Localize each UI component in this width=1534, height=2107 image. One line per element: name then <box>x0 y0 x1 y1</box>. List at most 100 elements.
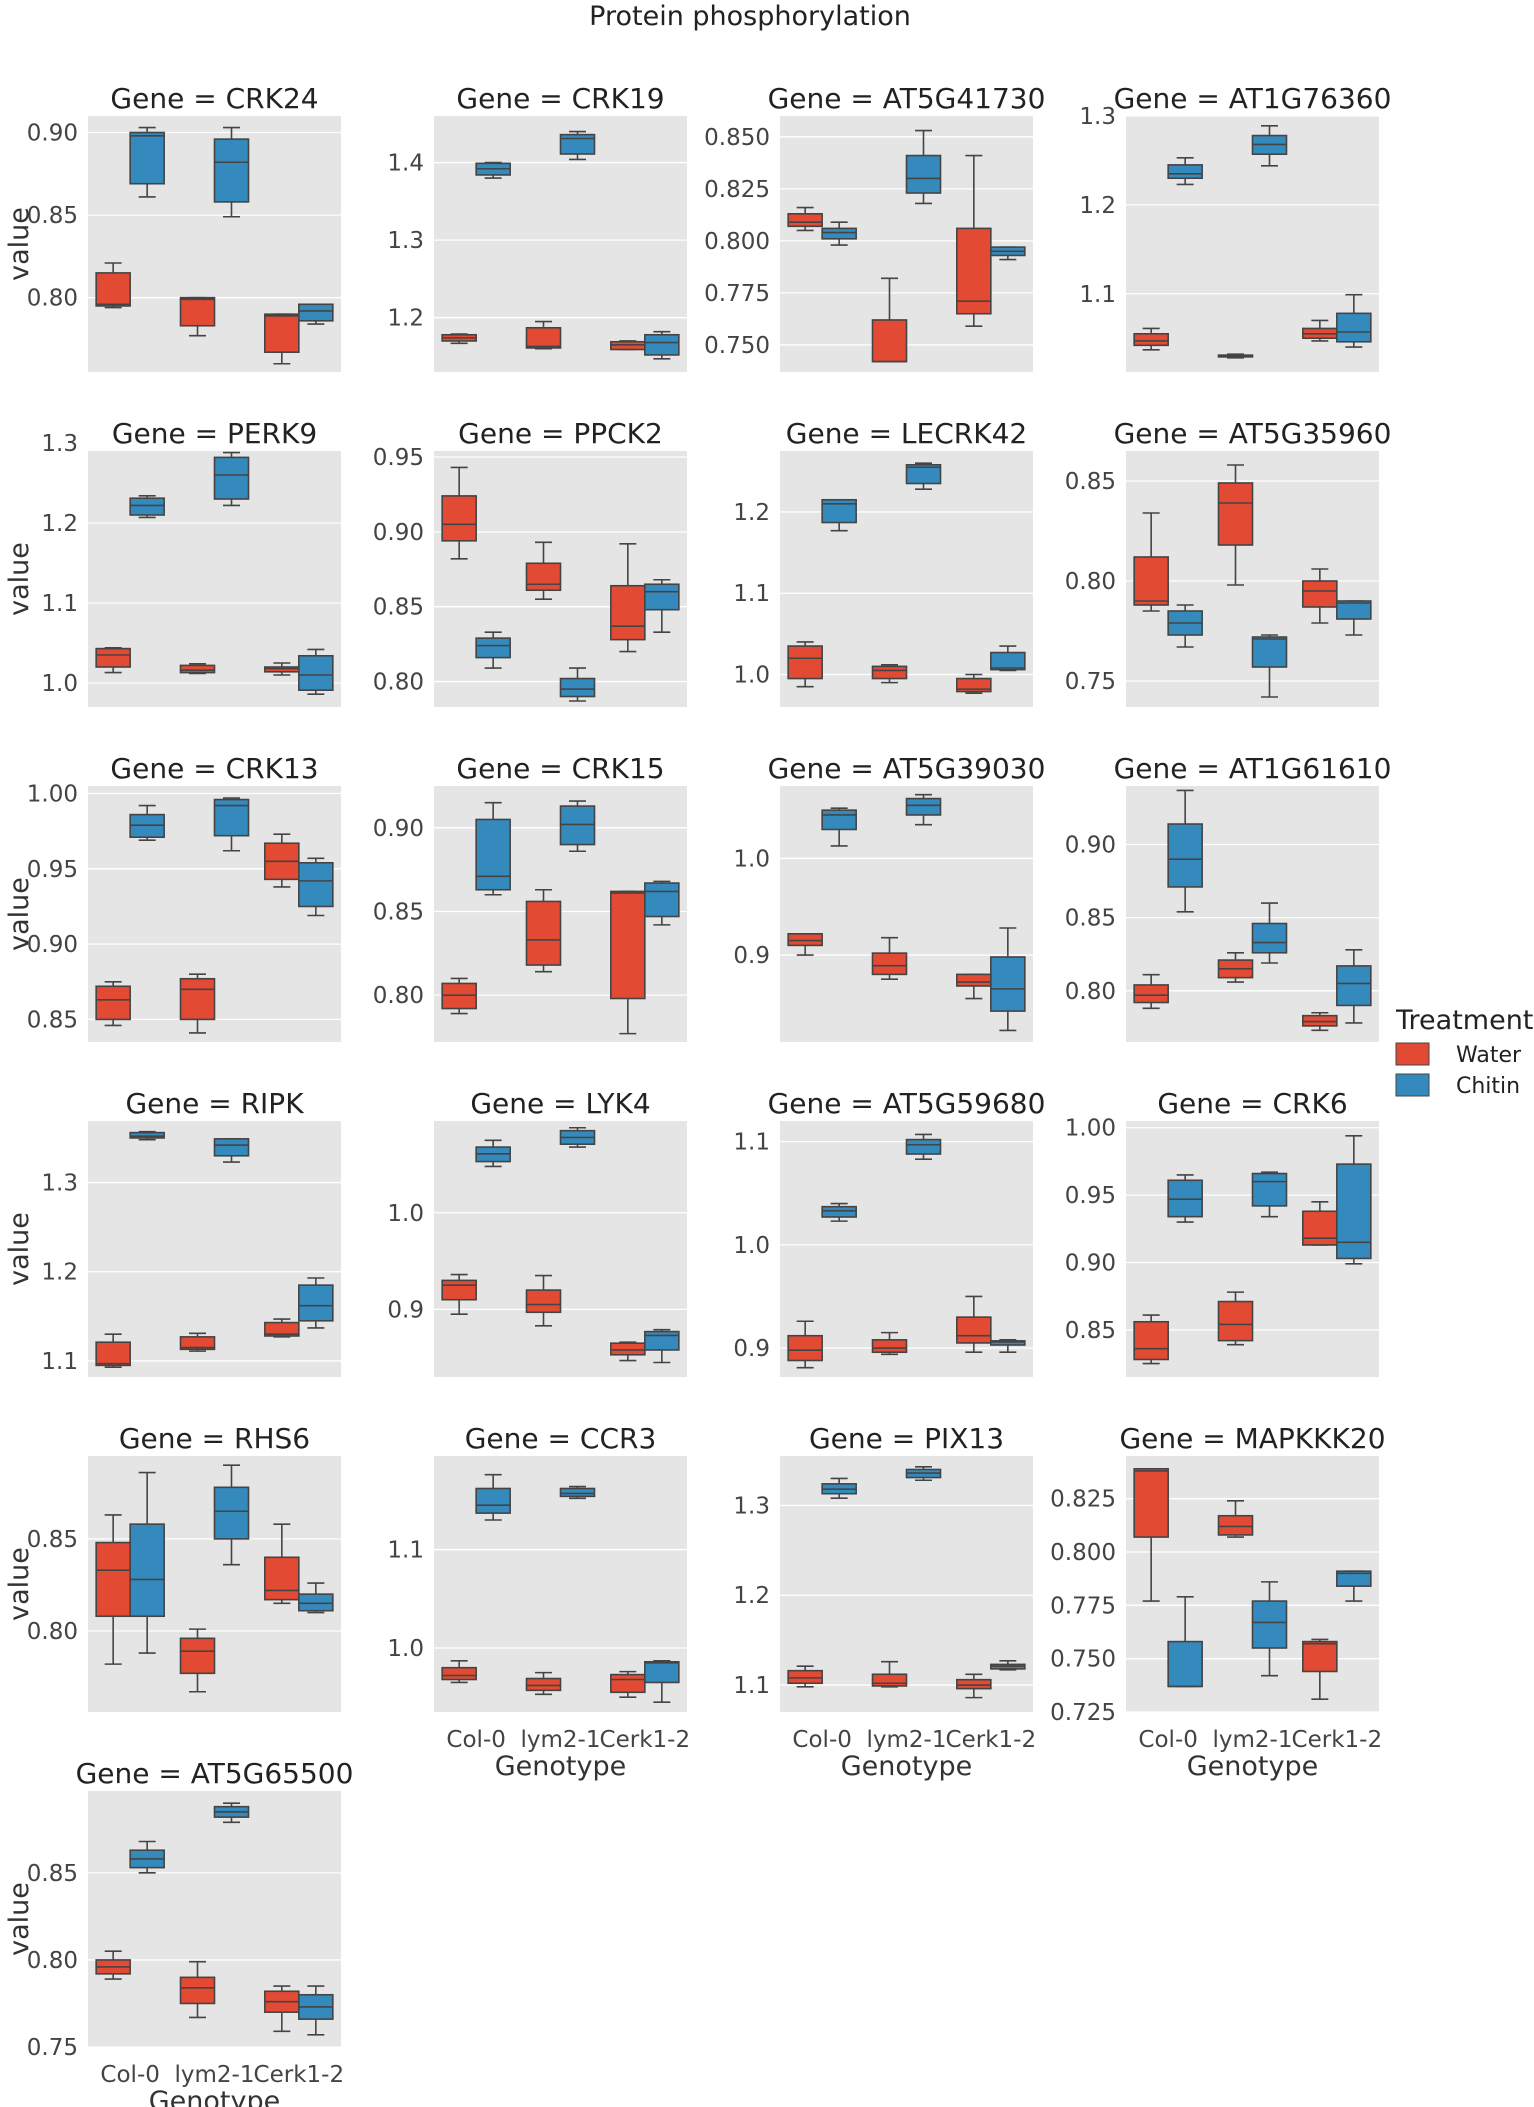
iqr-box <box>95 647 131 668</box>
iqr-box <box>610 1673 646 1694</box>
iqr-box <box>610 1342 646 1356</box>
y-tick-label: 1.2 <box>733 1583 770 1609</box>
box-lym2-1-water <box>1217 353 1254 359</box>
iqr-box <box>129 1523 165 1618</box>
x-tick-label: Col-0 <box>100 2062 159 2088</box>
box-lym2-1-chitin <box>905 1133 942 1160</box>
y-tick-label: 0.85 <box>27 1861 78 1887</box>
box-col-0-chitin <box>1167 604 1203 648</box>
box-lym2-1-chitin <box>905 462 942 490</box>
box-lym2-1-water <box>525 1274 562 1327</box>
panel-rhs6: 0.80 0.85 Gene = RHS6 value <box>4 1422 341 1712</box>
y-tick-label: 0.9 <box>733 1336 770 1362</box>
iqr-box <box>905 154 942 194</box>
box-cerk1-2-water <box>610 1341 646 1362</box>
panel-at5g59680: 0.9 1.0 1.1 Gene = AT5G59680 <box>733 1087 1045 1377</box>
iqr-box <box>1251 922 1288 954</box>
panel-title: Gene = CCR3 <box>465 1422 657 1455</box>
box-lym2-1-chitin <box>213 797 250 852</box>
panel-title: Gene = AT5G39030 <box>768 752 1046 785</box>
y-tick-label: 1.2 <box>41 511 78 537</box>
panel-title: Gene = CRK19 <box>456 82 664 115</box>
y-tick-label: 0.90 <box>373 816 424 842</box>
panel-ccr3: 1.0 1.1 Gene = CCR3 Col-0 lym2-1 Cerk1-2Genot… <box>387 1422 690 1782</box>
iqr-box <box>525 1677 562 1692</box>
box-lym2-1-chitin <box>1251 124 1288 167</box>
y-tick-label: 0.850 <box>704 125 770 151</box>
iqr-box <box>1302 580 1338 608</box>
panel-title: Gene = PIX13 <box>809 1422 1004 1455</box>
iqr-box <box>644 583 680 611</box>
y-tick-label: 0.775 <box>704 281 770 307</box>
iqr-box <box>95 1541 131 1618</box>
box-col-0-chitin <box>821 498 857 532</box>
iqr-box <box>871 319 908 363</box>
box-col-0-chitin <box>1167 1174 1203 1223</box>
iqr-box <box>1133 1320 1169 1361</box>
panel-lyk4: 0.9 1.0 Gene = LYK4 <box>387 1087 687 1377</box>
box-col-0-chitin <box>1167 1596 1203 1688</box>
panel-title: Gene = LECRK42 <box>786 417 1027 450</box>
box-lym2-1-chitin <box>213 1138 250 1163</box>
panel-crk19: 1.2 1.3 1.4 Gene = CRK19 <box>387 82 687 372</box>
y-tick-label: 0.80 <box>373 983 424 1009</box>
y-tick-label: 1.2 <box>387 306 424 332</box>
y-tick-label: 0.85 <box>1065 906 1116 932</box>
box-col-0-water <box>787 1320 823 1369</box>
iqr-box <box>1167 1640 1203 1688</box>
iqr-box <box>644 1330 680 1351</box>
y-tick-label: 1.1 <box>733 1673 770 1699</box>
iqr-box <box>559 1487 596 1498</box>
iqr-box <box>905 464 942 485</box>
box-lym2-1-water <box>179 1960 216 2019</box>
iqr-box <box>956 227 992 315</box>
y-tick-label: 0.9 <box>387 1297 424 1323</box>
y-axis-label: value <box>4 1212 35 1286</box>
y-tick-label: 0.80 <box>27 1619 78 1645</box>
box-lym2-1-water <box>871 936 908 981</box>
figure-title: Protein phosphorylation <box>589 1 911 32</box>
box-lym2-1-chitin <box>559 1485 596 1500</box>
y-tick-label: 0.80 <box>373 670 424 696</box>
box-lym2-1-water <box>179 1332 216 1352</box>
y-tick-label: 0.775 <box>1050 1593 1116 1619</box>
iqr-box <box>787 1334 823 1362</box>
panel-title: Gene = LYK4 <box>470 1087 650 1120</box>
y-tick-label: 0.95 <box>1065 1183 1116 1209</box>
iqr-box <box>990 651 1026 671</box>
y-tick-label: 1.1 <box>41 1349 78 1375</box>
y-axis-label: value <box>4 877 35 951</box>
iqr-box <box>95 272 131 307</box>
box-col-0-chitin <box>475 631 511 669</box>
box-lym2-1-chitin <box>905 793 942 826</box>
y-tick-label: 0.90 <box>373 520 424 546</box>
legend-swatch-chitin <box>1395 1073 1430 1097</box>
box-cerk1-2-water <box>1302 1638 1338 1700</box>
box-lym2-1-water <box>179 662 216 675</box>
iqr-box <box>905 1138 942 1155</box>
box-cerk1-2-chitin <box>298 1277 334 1329</box>
iqr-box <box>905 797 942 816</box>
panel-title: Gene = RHS6 <box>119 1422 310 1455</box>
iqr-box <box>1217 1514 1254 1536</box>
y-tick-label: 1.0 <box>387 1636 424 1662</box>
iqr-box <box>1336 600 1372 620</box>
box-col-0-chitin <box>129 126 165 198</box>
y-tick-label: 0.95 <box>27 857 78 883</box>
box-lym2-1-water <box>871 277 908 363</box>
legend-title: Treatment <box>1395 1005 1533 1036</box>
iqr-box <box>213 1138 250 1157</box>
iqr-box <box>475 1487 511 1514</box>
box-col-0-water <box>1133 973 1169 1010</box>
panel-lecrk42: 1.0 1.1 1.2 Gene = LECRK42 <box>733 417 1033 707</box>
iqr-box <box>644 882 680 918</box>
y-tick-label: 1.1 <box>1079 282 1116 308</box>
y-tick-label: 1.3 <box>41 1171 78 1197</box>
panel-ripk: 1.1 1.2 1.3 Gene = RIPK value <box>4 1087 341 1377</box>
iqr-box <box>441 495 477 542</box>
iqr-box <box>1302 1640 1338 1673</box>
box-cerk1-2-chitin <box>1336 1570 1372 1602</box>
box-lym2-1-chitin <box>213 451 250 507</box>
